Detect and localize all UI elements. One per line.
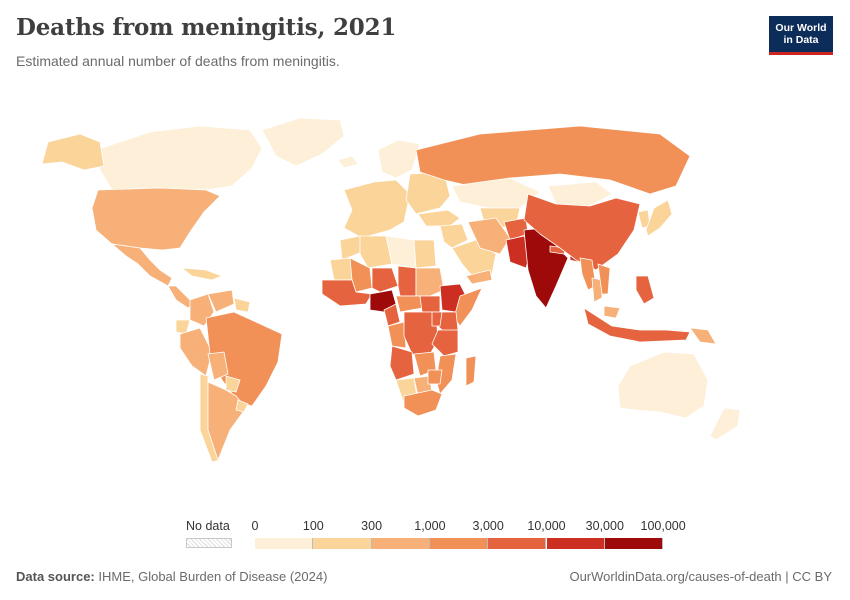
country-uruguay[interactable] — [235, 399, 249, 413]
country-paraguay[interactable] — [225, 375, 241, 393]
country-iran[interactable] — [467, 217, 511, 255]
legend-tick-label: 0 — [251, 519, 259, 533]
data-source-text[interactable]: IHME, Global Burden of Disease (2024) — [98, 569, 328, 584]
country-venezuela[interactable] — [207, 289, 235, 313]
logo-line-1: Our World — [775, 22, 827, 34]
country-south-sudan[interactable] — [419, 295, 441, 313]
data-source-label: Data source: — [16, 569, 95, 584]
legend-bin[interactable] — [604, 538, 664, 549]
country-guianas[interactable] — [233, 297, 251, 313]
country-madagascar[interactable] — [465, 355, 477, 387]
country-japan[interactable] — [645, 199, 673, 237]
footer-url[interactable]: OurWorldinData.org/causes-of-death | CC … — [569, 569, 832, 584]
country-china[interactable] — [523, 193, 641, 271]
country-zimbabwe[interactable] — [427, 369, 443, 385]
country-angola[interactable] — [389, 345, 415, 381]
country-bolivia[interactable] — [207, 351, 229, 381]
country-malaysia[interactable] — [603, 305, 621, 319]
country-south-africa[interactable] — [403, 389, 443, 417]
legend-bin[interactable] — [255, 538, 314, 549]
legend-no-data-swatch[interactable] — [186, 538, 232, 548]
country-caribbean[interactable] — [181, 267, 223, 281]
country-west-africa-coast[interactable] — [321, 279, 373, 307]
legend-tick-label: 10,000 — [527, 519, 566, 533]
country-argentina[interactable] — [207, 381, 247, 461]
color-legend[interactable]: No data 0 100 300 1,000 3,000 10,000 30,000 100… — [0, 515, 850, 555]
country-egypt[interactable] — [413, 239, 437, 269]
country-mali[interactable] — [349, 257, 373, 293]
logo-line-2: in Data — [783, 34, 819, 46]
country-yemen[interactable] — [465, 269, 493, 285]
country-algeria[interactable] — [359, 235, 393, 269]
legend-no-data-label: No data — [186, 519, 230, 533]
legend-bin[interactable] — [371, 538, 430, 549]
legend-tick-label: 300 — [361, 519, 383, 533]
country-scandinavia[interactable] — [377, 139, 421, 179]
country-uganda-rwanda[interactable] — [431, 311, 443, 327]
owid-logo[interactable]: Our World in Data — [769, 16, 833, 55]
country-new-zealand[interactable] — [709, 407, 741, 441]
legend-bin[interactable] — [313, 538, 372, 549]
country-indonesia[interactable] — [583, 307, 691, 343]
country-cameroon[interactable] — [383, 303, 401, 327]
country-iceland[interactable] — [337, 155, 359, 169]
chart-subtitle: Estimated annual number of deaths from m… — [16, 53, 340, 69]
legend-tick-label: 100,000 — [640, 519, 686, 533]
legend-tick-label: 3,000 — [472, 519, 504, 533]
country-peru[interactable] — [179, 327, 213, 377]
country-sudan[interactable] — [415, 267, 445, 297]
legend-tick-label: 30,000 — [585, 519, 624, 533]
legend-bin[interactable] — [429, 538, 489, 549]
country-alaska[interactable] — [41, 133, 105, 171]
country-thailand[interactable] — [591, 277, 603, 303]
country-russia[interactable] — [415, 125, 691, 195]
country-australia[interactable] — [617, 351, 709, 419]
legend-bin[interactable] — [546, 538, 605, 549]
country-niger[interactable] — [371, 267, 399, 293]
country-canada[interactable] — [95, 125, 263, 191]
country-mexico[interactable] — [111, 243, 173, 287]
country-chile[interactable] — [199, 373, 221, 463]
legend-tick-label: 100 — [302, 519, 324, 533]
country-central-african-republic[interactable] — [395, 295, 423, 313]
country-greenland[interactable] — [261, 117, 345, 167]
data-source: Data source: IHME, Global Burden of Dise… — [16, 569, 327, 584]
country-western-europe[interactable] — [343, 179, 411, 239]
country-philippines[interactable] — [635, 275, 655, 305]
chart-title: Deaths from meningitis, 2021 — [16, 14, 397, 41]
country-middle-east[interactable] — [439, 223, 469, 249]
country-vietnam[interactable] — [597, 263, 611, 295]
legend-tick-label: 1,000 — [414, 519, 446, 533]
country-gabon-congo[interactable] — [387, 321, 407, 349]
country-turkey[interactable] — [417, 209, 461, 227]
country-morocco[interactable] — [339, 235, 363, 261]
country-chad[interactable] — [397, 265, 417, 297]
country-mongolia[interactable] — [547, 181, 613, 207]
country-papua-new-guinea[interactable] — [689, 327, 717, 345]
legend-bin[interactable] — [488, 538, 547, 549]
country-tanzania[interactable] — [431, 329, 459, 357]
world-map[interactable] — [0, 90, 850, 510]
country-united-states[interactable] — [91, 187, 221, 251]
